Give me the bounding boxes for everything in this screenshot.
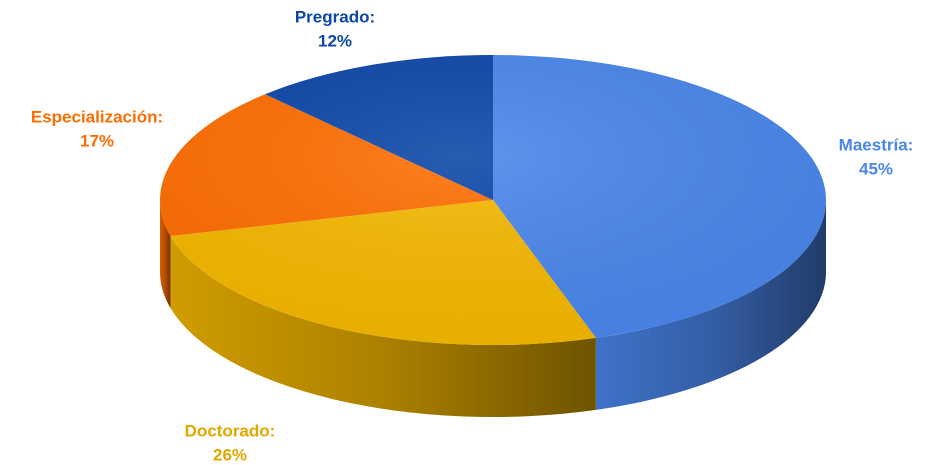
data-label-name: Doctorado:: [185, 421, 276, 440]
slice-side: [170, 236, 596, 417]
data-label-name: Especialización:: [31, 107, 163, 126]
data-label-value: 45%: [859, 159, 893, 178]
slice-side: [595, 200, 826, 410]
data-label-name: Maestría:: [839, 135, 914, 154]
data-label-value: 17%: [80, 131, 114, 150]
data-label-value: 12%: [318, 31, 352, 50]
data-label-value: 26%: [213, 445, 247, 464]
data-label-name: Pregrado:: [295, 7, 375, 26]
